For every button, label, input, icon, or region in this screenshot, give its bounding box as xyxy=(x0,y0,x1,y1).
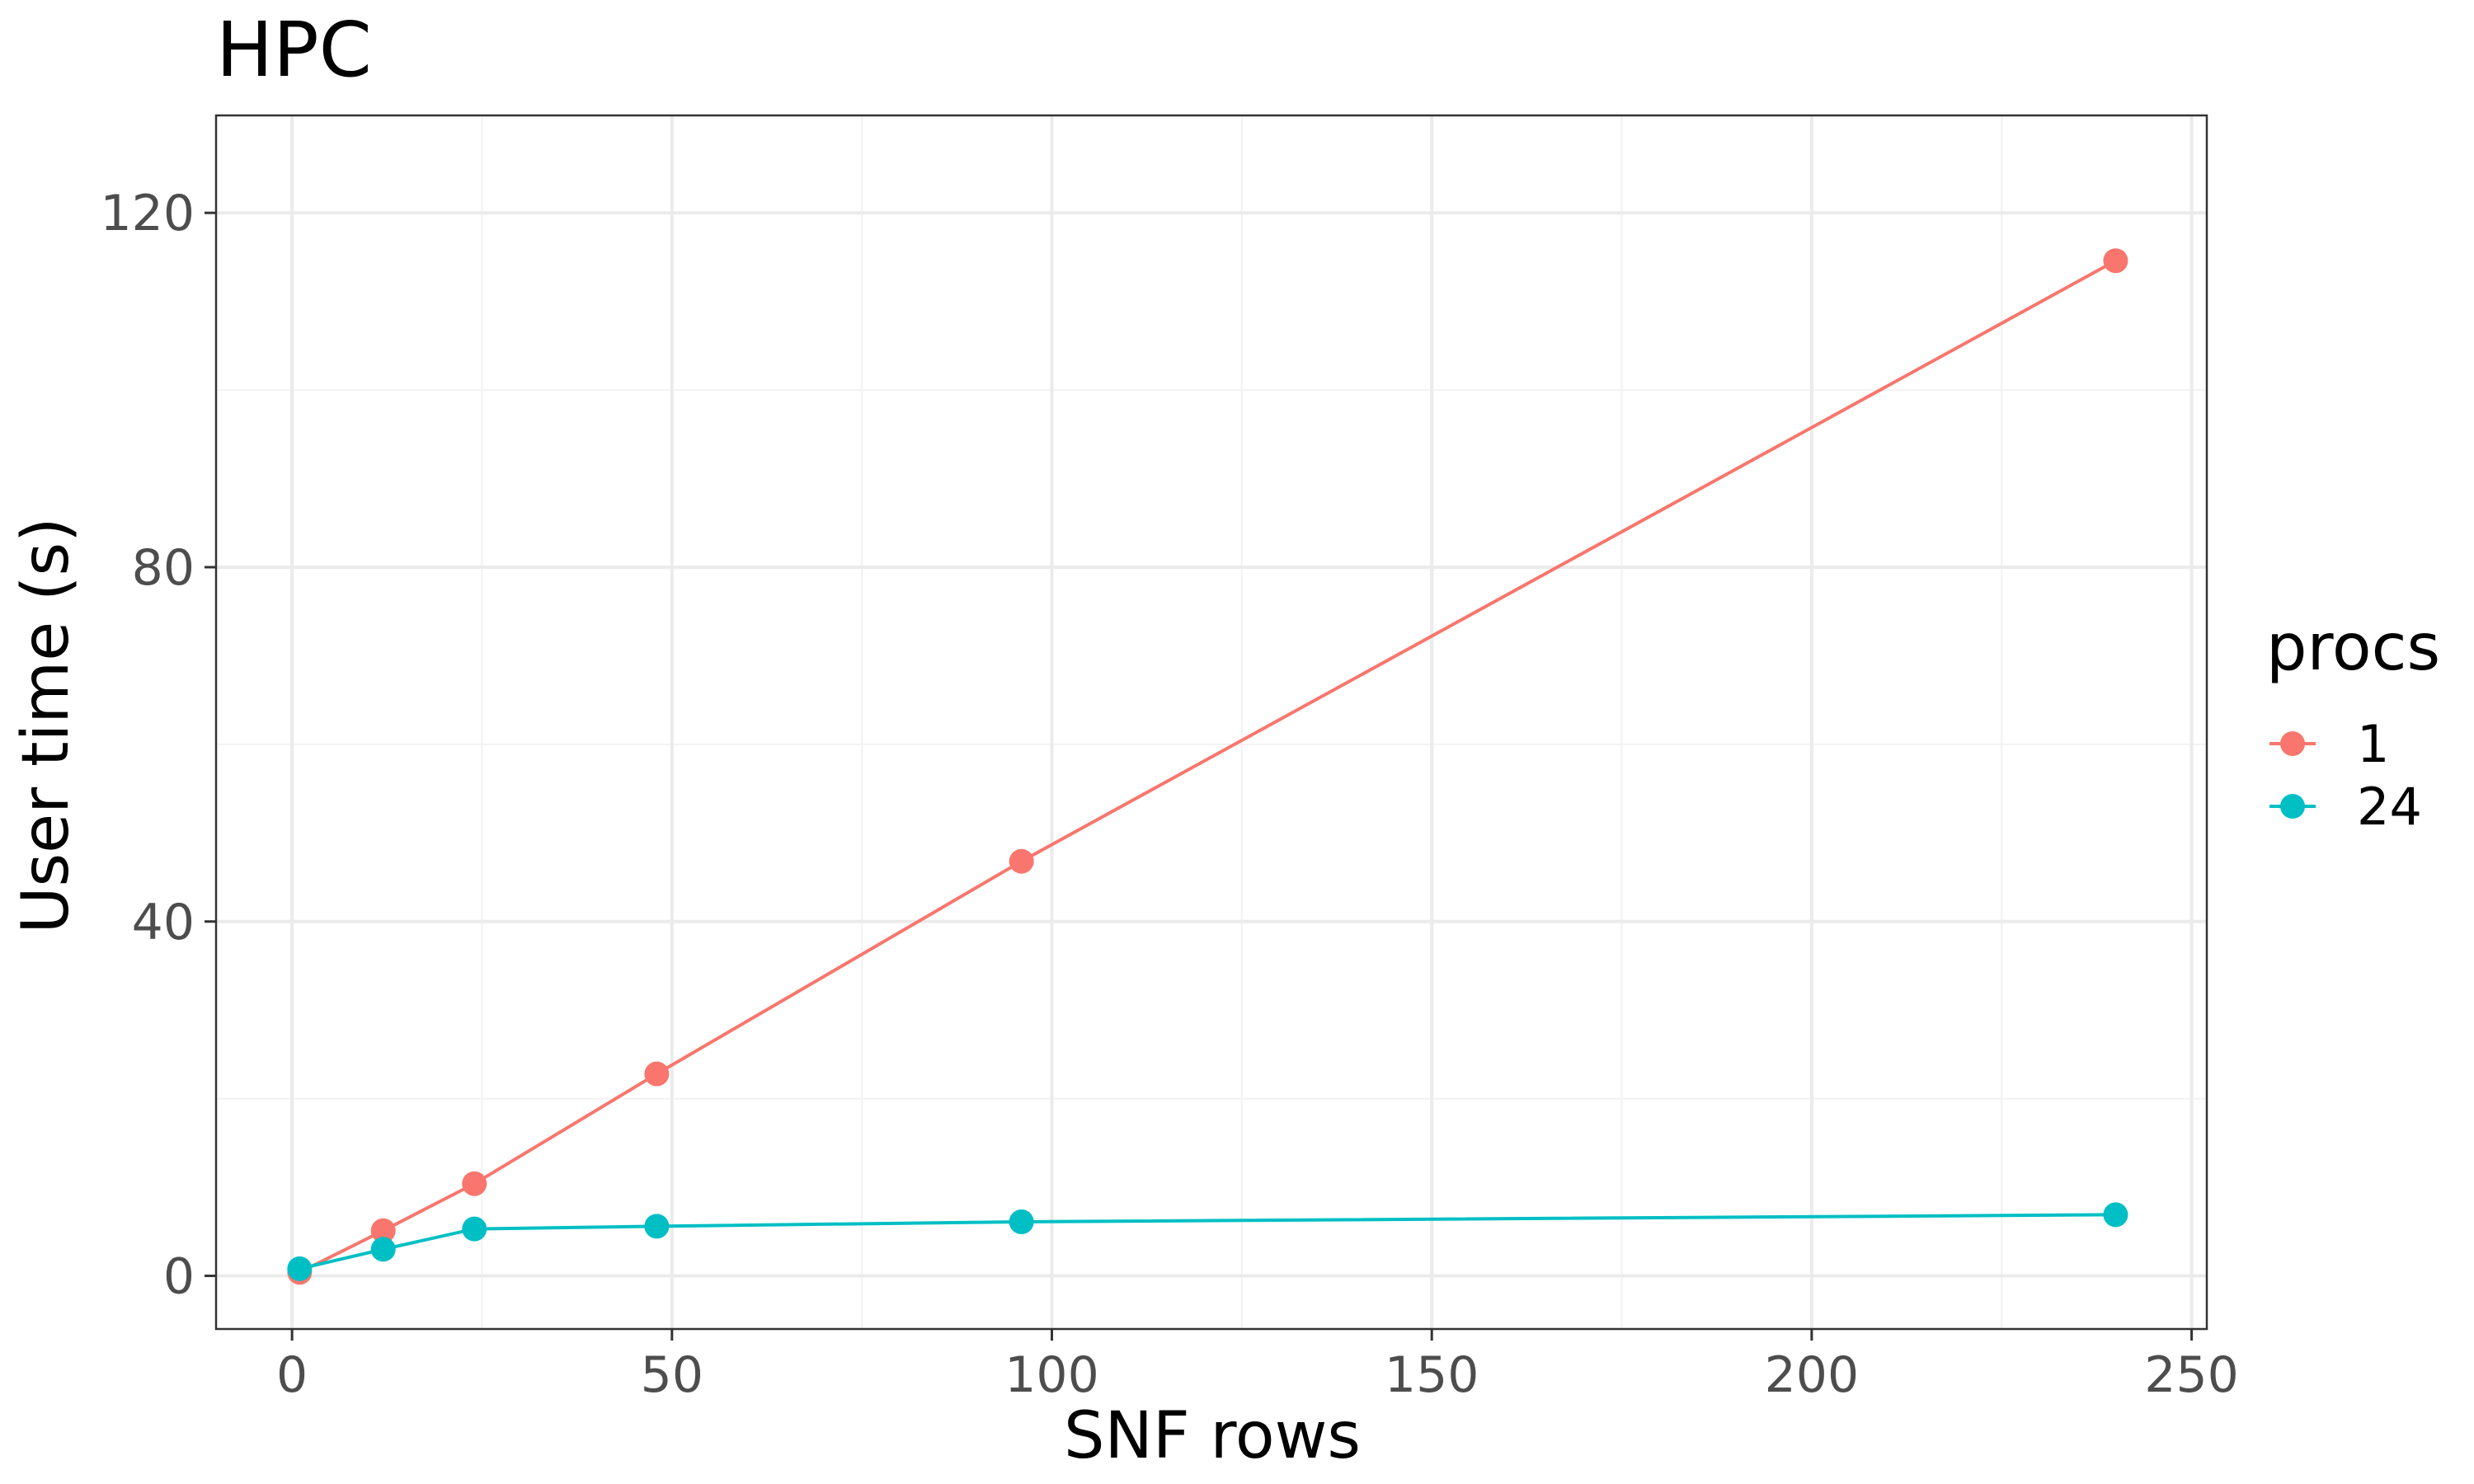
series-line xyxy=(299,1213,2116,1270)
data-point xyxy=(287,1256,313,1281)
axis-ticks xyxy=(205,211,2194,1341)
series-24 xyxy=(287,1202,2128,1281)
x-tick-label: 200 xyxy=(1765,1346,1860,1404)
legend-label: 24 xyxy=(2357,777,2422,837)
tick-labels: 0 50 100 150 200 250 0 40 80 120 xyxy=(100,185,2238,1404)
data-point xyxy=(644,1214,670,1239)
legend-item: 1 xyxy=(2269,714,2389,774)
data-point xyxy=(2103,1202,2128,1228)
x-tick-label: 150 xyxy=(1385,1346,1479,1404)
data-point xyxy=(1009,848,1034,874)
grid-major xyxy=(216,115,2207,1329)
x-tick-label: 250 xyxy=(2144,1346,2239,1404)
data-point xyxy=(462,1216,487,1242)
data-point xyxy=(1009,1209,1034,1234)
x-axis-title: SNF rows xyxy=(1064,1399,1361,1473)
data-point xyxy=(2103,248,2128,274)
panel-border xyxy=(214,114,2208,1331)
y-tick-label: 120 xyxy=(100,185,195,242)
x-tick-label: 50 xyxy=(641,1346,703,1404)
grid-minor xyxy=(216,115,2207,1329)
y-axis-title: User time (s) xyxy=(9,517,83,933)
y-tick-label: 0 xyxy=(163,1248,195,1306)
legend-item: 24 xyxy=(2269,777,2422,837)
legend-key-point xyxy=(2280,794,2305,819)
series-line xyxy=(299,259,2117,1275)
data-point xyxy=(462,1171,487,1196)
x-tick-label: 100 xyxy=(1004,1346,1099,1404)
legend-title: procs xyxy=(2266,611,2440,685)
legend-label: 1 xyxy=(2357,714,2389,774)
data-point xyxy=(370,1237,396,1262)
legend: procs 124 xyxy=(2266,611,2440,837)
chart-title: HPC xyxy=(216,6,372,94)
x-tick-label: 0 xyxy=(276,1346,308,1404)
y-tick-label: 80 xyxy=(132,539,195,597)
y-tick-label: 40 xyxy=(132,894,195,951)
data-point xyxy=(370,1218,396,1243)
series-layer xyxy=(287,248,2128,1285)
data-point xyxy=(644,1061,670,1087)
legend-key-point xyxy=(2280,731,2305,756)
legend-items: 124 xyxy=(2269,714,2422,837)
